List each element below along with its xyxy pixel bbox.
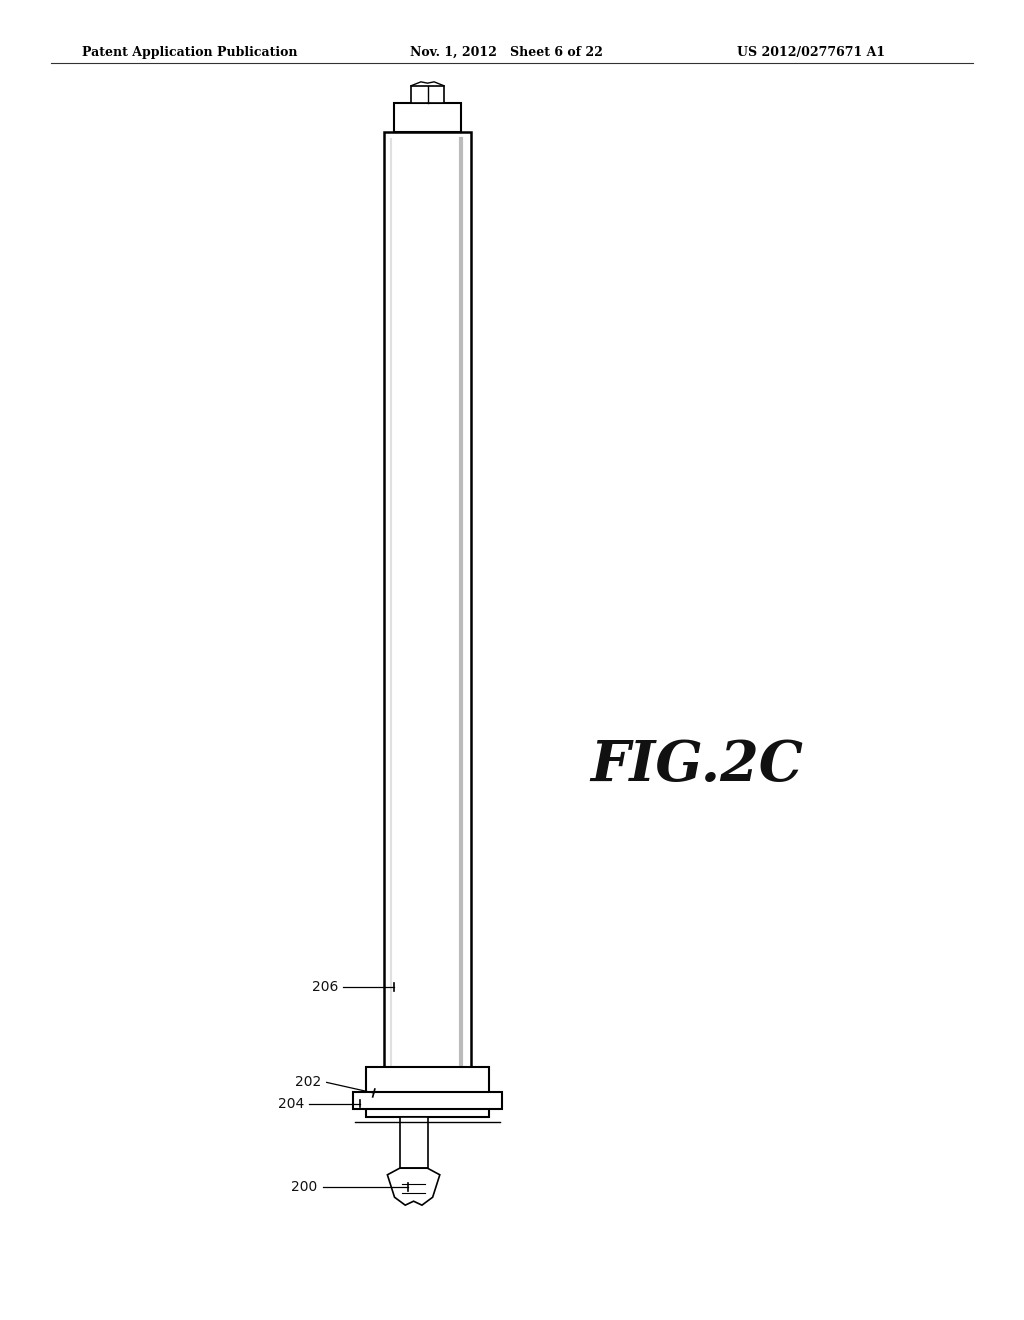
Bar [399,1117,428,1168]
Bar [366,1067,489,1117]
Polygon shape [387,1168,440,1205]
Bar [411,86,444,103]
Bar [353,1092,502,1109]
Text: 200: 200 [291,1180,317,1193]
Bar [384,132,471,1082]
Text: Patent Application Publication: Patent Application Publication [82,46,297,59]
Text: 206: 206 [311,981,338,994]
Text: US 2012/0277671 A1: US 2012/0277671 A1 [737,46,886,59]
Bar [394,103,461,132]
Text: 202: 202 [295,1076,322,1089]
Text: FIG.2C: FIG.2C [590,738,803,793]
Text: Nov. 1, 2012   Sheet 6 of 22: Nov. 1, 2012 Sheet 6 of 22 [410,46,602,59]
Text: 204: 204 [278,1097,304,1110]
